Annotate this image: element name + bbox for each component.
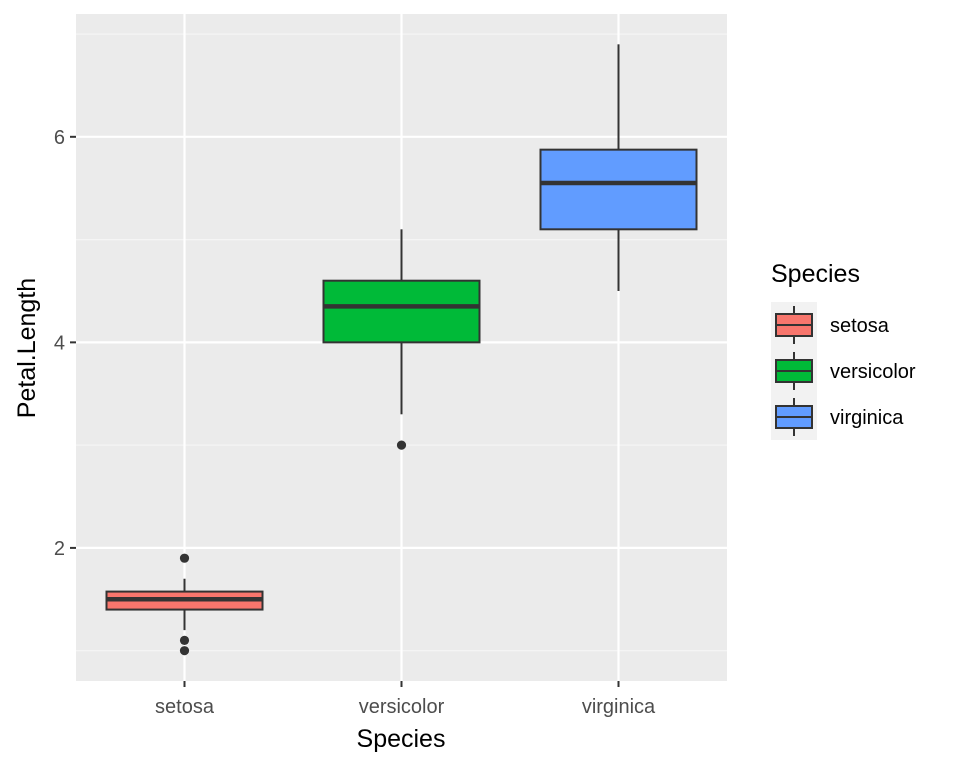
legend-entry-versicolor: versicolor xyxy=(771,348,916,394)
x-tick-label: setosa xyxy=(155,696,215,718)
y-axis-title: Petal.Length xyxy=(13,278,41,418)
y-tick-label: 6 xyxy=(54,127,65,149)
legend-entry-virginica: virginica xyxy=(771,394,904,440)
legend-title: Species xyxy=(771,260,860,288)
outlier-point xyxy=(396,440,407,450)
y-tick-label: 2 xyxy=(54,538,65,560)
outlier-point xyxy=(179,553,190,563)
legend-label: virginica xyxy=(830,407,904,429)
outlier-point xyxy=(179,646,190,656)
legend: Species setosa versicolor virginica xyxy=(771,260,916,440)
x-axis: setosa versicolor virginica xyxy=(155,681,656,718)
box-iqr xyxy=(539,148,698,231)
box-virginica xyxy=(539,44,698,291)
box-iqr xyxy=(322,279,481,344)
box-versicolor xyxy=(322,229,481,450)
x-axis-title: Species xyxy=(357,725,446,753)
legend-label: setosa xyxy=(830,315,890,337)
outlier-point xyxy=(179,635,190,646)
legend-entry-setosa: setosa xyxy=(771,302,890,348)
box-setosa xyxy=(105,553,264,656)
y-tick-label: 4 xyxy=(54,332,65,354)
x-tick-label: versicolor xyxy=(359,696,445,718)
legend-label: versicolor xyxy=(830,361,916,383)
boxes-layer xyxy=(105,44,698,656)
x-tick-label: virginica xyxy=(582,696,656,718)
y-axis: 2 4 6 xyxy=(54,127,76,560)
